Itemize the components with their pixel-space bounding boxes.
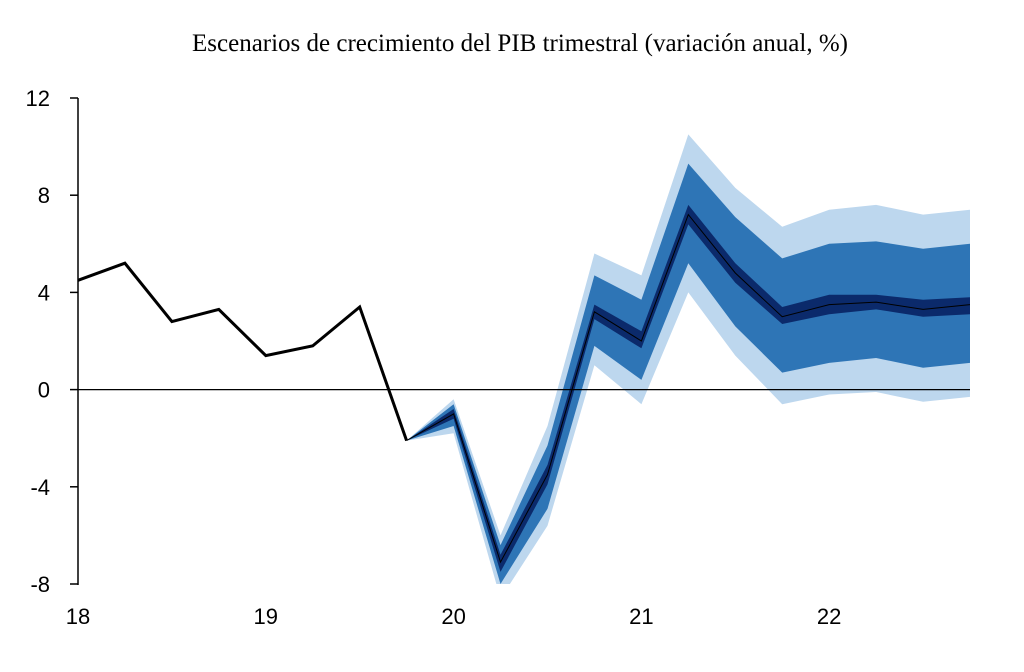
y-tick-label: 8 [38,183,50,208]
x-tick-label: 22 [817,604,841,629]
y-tick-label: -4 [30,475,50,500]
history-line-group [77,261,409,442]
y-tick-label: 4 [38,280,50,305]
y-tick-label: 0 [38,378,50,403]
axes: 12 8 4 0 -4 -8 18 19 20 21 22 [26,86,842,629]
zero-line-group [78,213,971,564]
chart-title: Escenarios de crecimiento del PIB trimes… [192,30,848,57]
x-tick-label: 20 [441,604,465,629]
x-tick-label: 19 [254,604,278,629]
fan-central-line [406,213,971,564]
x-tick-label: 21 [629,604,653,629]
fan-band-3 [406,204,971,572]
history-line [77,261,409,442]
y-tick-label: -8 [30,572,50,597]
x-tick-label: 18 [66,604,90,629]
fan-bands [406,134,971,584]
y-tick-label: 12 [26,86,50,111]
